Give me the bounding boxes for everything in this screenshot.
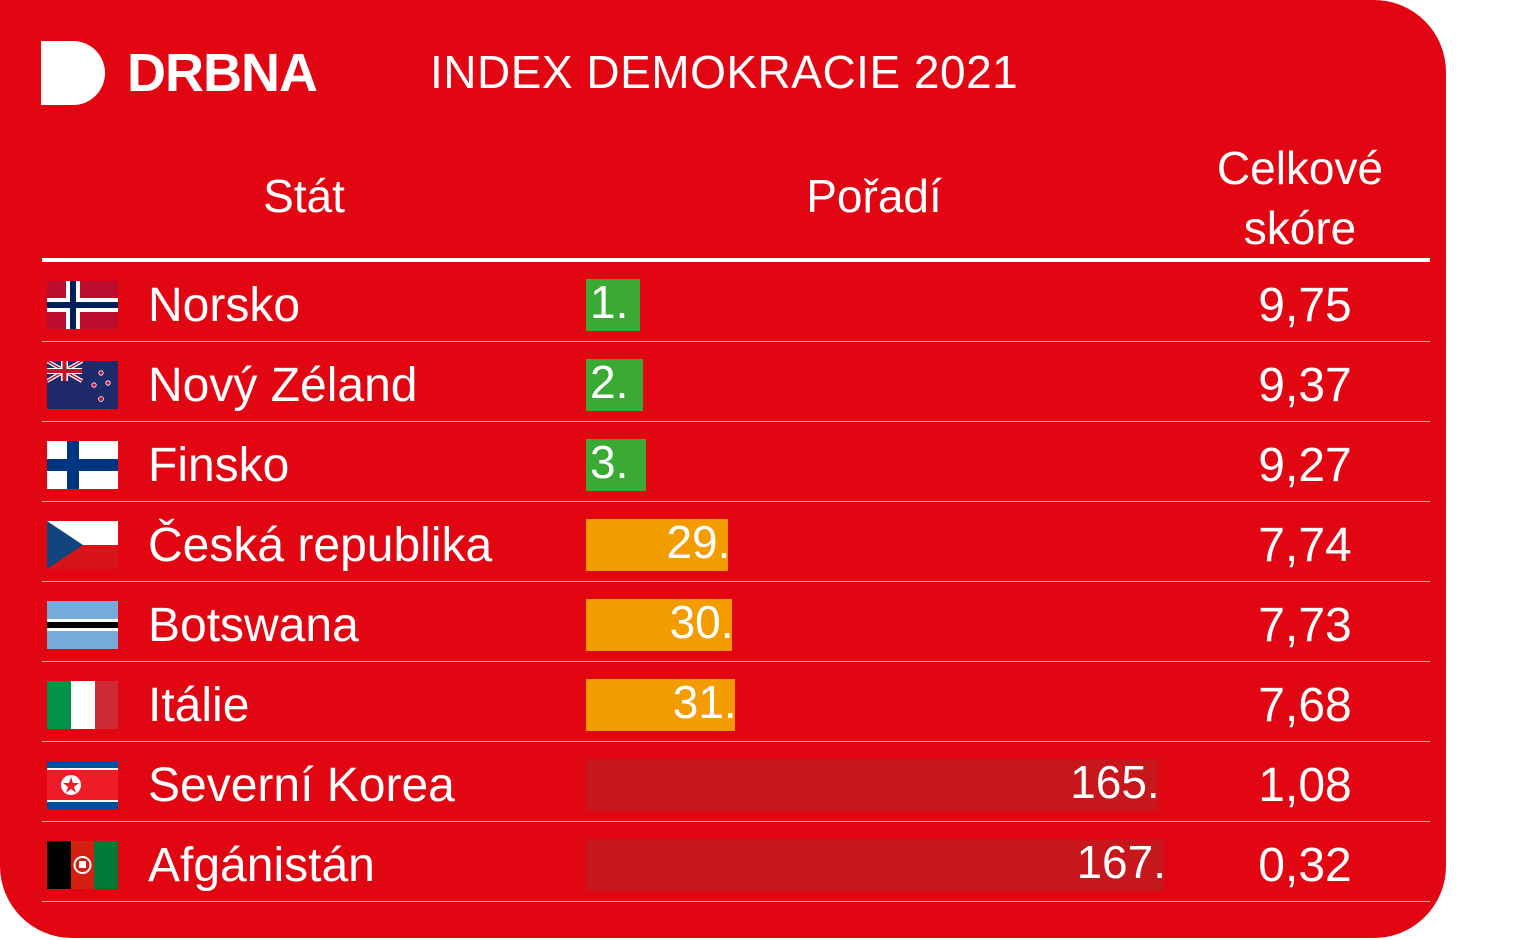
table-row: Finsko 3. 9,27: [0, 422, 1446, 502]
rank-label: 167.: [1076, 836, 1166, 888]
finland-flag-icon: [47, 441, 118, 489]
score-value: 7,74: [1258, 519, 1352, 572]
row-divider: [42, 581, 1430, 582]
header-divider: [42, 258, 1430, 262]
row-divider: [42, 661, 1430, 662]
rank-label: 3.: [590, 436, 629, 488]
rank-bar: [586, 519, 729, 571]
rank-label: 1.: [590, 276, 629, 328]
rank-label: 31.: [672, 676, 737, 728]
norway-flag-icon: [47, 281, 118, 329]
table-row: Botswana 30. 7,73: [0, 582, 1446, 662]
rank-bar: [586, 759, 1158, 811]
country-name: Finsko: [148, 439, 290, 492]
rank-label: 30.: [669, 596, 734, 648]
column-header-rank: Pořadí: [806, 170, 942, 222]
row-divider: [42, 901, 1430, 902]
table-row: Česká republika 29. 7,74: [0, 502, 1446, 582]
score-value: 0,32: [1258, 839, 1352, 892]
czech-flag-icon: [47, 521, 118, 569]
table-row: Severní Korea 165. 1,08: [0, 742, 1446, 822]
italy-flag-icon: [47, 681, 118, 729]
chart-title: INDEX DEMOKRACIE 2021: [430, 46, 1019, 98]
score-value: 9,37: [1258, 359, 1352, 412]
drbna-logo-icon: [41, 41, 105, 105]
score-value: 1,08: [1258, 759, 1352, 812]
column-header-score: Celkové skóre: [1190, 138, 1410, 258]
row-divider: [42, 501, 1430, 502]
country-name: Nový Zéland: [148, 359, 418, 412]
country-name: Severní Korea: [148, 759, 455, 812]
afghanistan-flag-icon: [47, 841, 118, 889]
score-value: 9,75: [1258, 279, 1352, 332]
country-name: Česká republika: [148, 519, 493, 572]
row-divider: [42, 341, 1430, 342]
country-name: Botswana: [148, 599, 359, 652]
column-header-state: Stát: [263, 170, 345, 222]
rank-bar: [586, 279, 640, 331]
botswana-flag-icon: [47, 601, 118, 649]
north-korea-flag-icon: [47, 761, 118, 809]
rank-bar: [586, 599, 732, 651]
country-name: Itálie: [148, 679, 250, 732]
rank-bar: [586, 839, 1164, 891]
table-row: Afgánistán 167. 0,32: [0, 822, 1446, 902]
column-header-score-line2: skóre: [1243, 202, 1357, 254]
row-divider: [42, 821, 1430, 822]
infographic-card: DRBNA INDEX DEMOKRACIE 2021 Stát Pořadí …: [0, 0, 1446, 938]
table-row: Nový Zéland 2. 9,37: [0, 342, 1446, 422]
row-divider: [42, 741, 1430, 742]
country-name: Afgánistán: [148, 839, 375, 892]
rank-bar: [586, 359, 644, 411]
rank-label: 165.: [1070, 756, 1160, 808]
rank-label: 2.: [590, 356, 629, 408]
rank-bar: [586, 679, 735, 731]
rank-label: 29.: [666, 516, 731, 568]
column-header-score-line1: Celkové: [1216, 142, 1384, 194]
score-value: 7,73: [1258, 599, 1352, 652]
rank-bar: [586, 439, 647, 491]
score-value: 7,68: [1258, 679, 1352, 732]
new-zealand-flag-icon: [47, 361, 118, 409]
table-row: Norsko 1. 9,75: [0, 262, 1446, 342]
country-name: Norsko: [148, 279, 301, 332]
score-value: 9,27: [1258, 439, 1352, 492]
row-divider: [42, 421, 1430, 422]
table-row: Itálie 31. 7,68: [0, 662, 1446, 742]
brand-name: DRBNA: [127, 43, 318, 103]
